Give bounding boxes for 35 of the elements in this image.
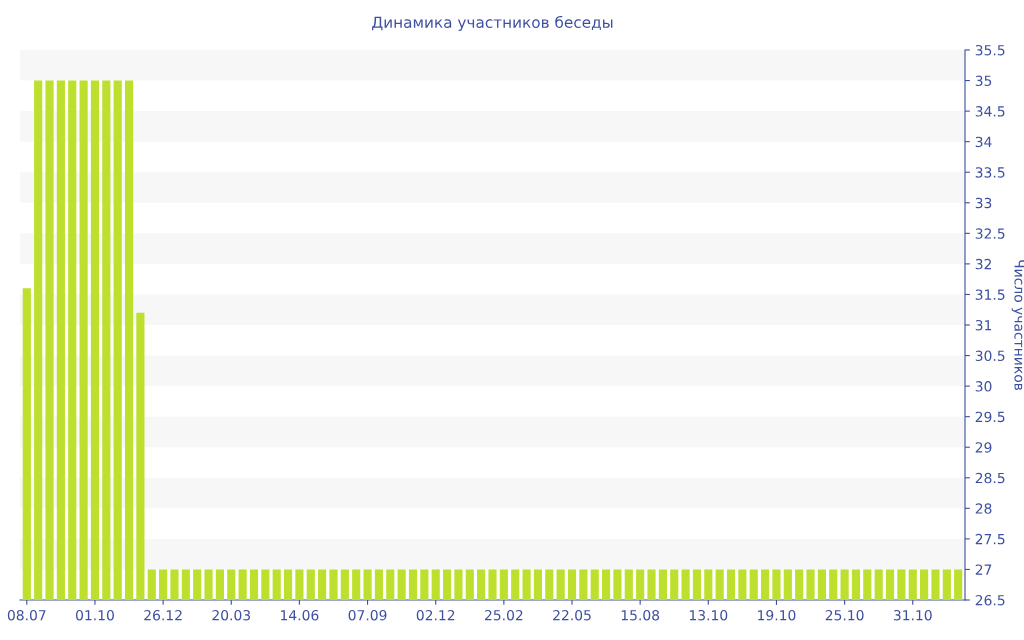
- y-tick-label: 34: [975, 136, 992, 148]
- y-tick-label: 32.5: [975, 228, 1005, 239]
- y-tick-label: 29: [975, 442, 992, 453]
- x-tick-label: 07.09: [348, 609, 387, 621]
- x-tick-label: 22.05: [553, 609, 591, 621]
- x-tick-label: 19.10: [758, 609, 796, 621]
- x-tick-label: 31.10: [893, 609, 932, 621]
- y-tick-label: 33: [975, 197, 992, 209]
- x-tick-label: 08.07: [7, 609, 46, 621]
- x-tick-label: 26.12: [144, 609, 182, 621]
- y-tick-label: 35.5: [975, 44, 1005, 56]
- x-tick-label: 20.03: [212, 609, 251, 621]
- y-tick-label: 32: [975, 258, 991, 270]
- y-tick-label: 30: [975, 381, 992, 392]
- y-tick-label: 34.5: [975, 106, 1005, 117]
- chart-title: Динамика участников беседы: [372, 15, 613, 31]
- x-tick-label: 01.10: [76, 609, 114, 621]
- y-tick-label: 28.5: [975, 472, 1005, 484]
- x-tick-label: 14.06: [281, 609, 319, 621]
- x-tick-label: 13.10: [689, 609, 728, 621]
- y-tick-label: 28: [975, 503, 992, 514]
- y-tick-label: 35: [975, 75, 992, 87]
- y-tick-label: 31.5: [975, 289, 1005, 300]
- y-tick-label: 29.5: [975, 411, 1005, 423]
- y-tick-label: 31: [975, 319, 992, 331]
- x-tick-label: 25.02: [485, 609, 523, 621]
- y-tick-label: 27.5: [975, 533, 1005, 545]
- y-axis-title: Число участников: [1011, 260, 1024, 391]
- y-tick-label: 27: [975, 564, 992, 575]
- y-tick-label: 33.5: [975, 167, 1005, 178]
- y-tick-label: 26.5: [975, 594, 1005, 606]
- x-tick-label: 15.08: [621, 609, 660, 621]
- x-tick-label: 02.12: [416, 609, 455, 621]
- y-tick-label: 30.5: [975, 350, 1005, 362]
- x-tick-label: 25.10: [825, 609, 864, 621]
